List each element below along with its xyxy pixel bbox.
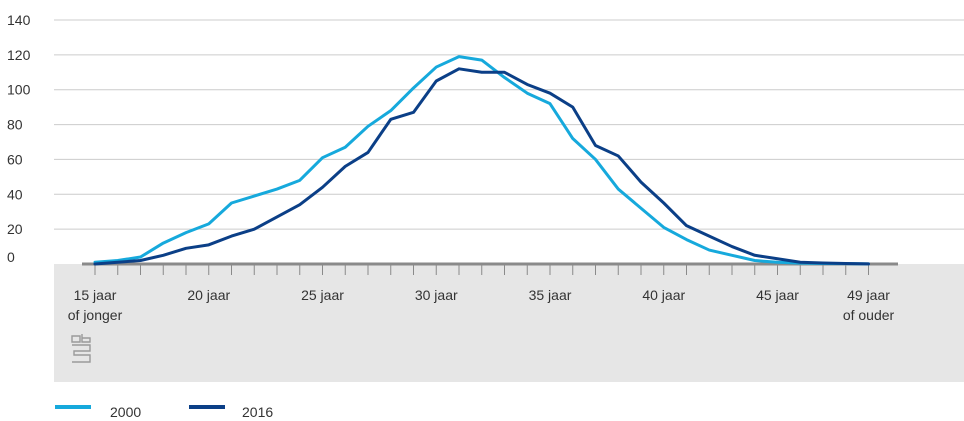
x-tick-label: 45 jaar: [756, 287, 799, 303]
x-tick-label: 35 jaar: [529, 287, 572, 303]
x-tick-label: 15 jaar of jonger: [68, 287, 123, 323]
series-line-2016: [93, 67, 870, 266]
legend: 2000 2016: [55, 404, 273, 420]
series-line-2000: [93, 55, 870, 266]
x-tick-label: 30 jaar: [415, 287, 458, 303]
legend-label: 2016: [242, 404, 273, 420]
x-tick-label: 25 jaar: [301, 287, 344, 303]
y-tick-label: 0: [7, 249, 15, 265]
legend-label: 2000: [110, 404, 141, 420]
y-tick-label: 40: [7, 186, 23, 202]
cbs-logo-icon: [71, 334, 91, 363]
y-tick-label: 80: [7, 117, 23, 133]
series-lines: [93, 55, 870, 266]
x-axis-band: [54, 264, 964, 382]
legend-item-2000: 2000: [55, 404, 141, 420]
y-tick-labels: 0 20 40 60 80 100 120 140: [7, 12, 31, 265]
legend-item-2016: 2016: [189, 404, 273, 420]
grid-lines: [54, 19, 964, 230]
x-tick-labels: 15 jaar of jonger 20 jaar 25 jaar 30 jaar 35 …: [68, 287, 895, 323]
y-tick-label: 100: [7, 82, 31, 98]
y-tick-label: 140: [7, 12, 31, 28]
legend-swatch: [189, 405, 225, 409]
x-axis: [82, 262, 898, 275]
x-tick-label: 20 jaar: [187, 287, 230, 303]
x-tick-label: 40 jaar: [642, 287, 685, 303]
y-tick-label: 120: [7, 47, 31, 63]
y-tick-label: 20: [7, 221, 23, 237]
legend-swatch: [55, 405, 91, 409]
x-tick-label: 49 jaar of ouder: [843, 287, 895, 323]
y-tick-label: 60: [7, 151, 23, 167]
